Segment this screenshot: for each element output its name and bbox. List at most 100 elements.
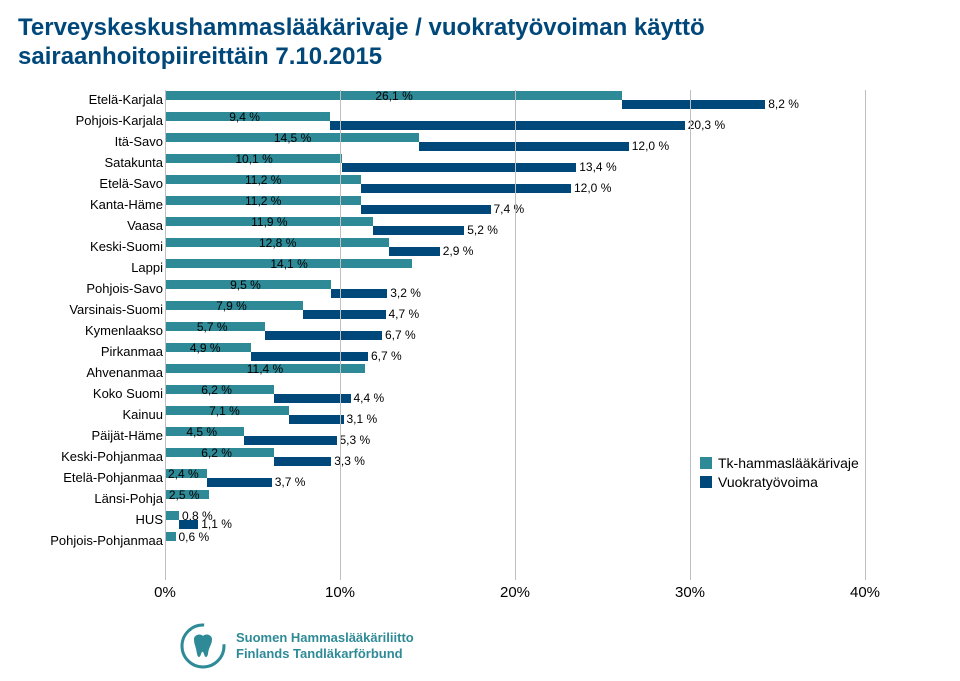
x-tick-label: 20% (500, 584, 530, 601)
bar-secondary (207, 478, 272, 487)
category-label: Länsi-Pohja (94, 491, 163, 506)
bar-value-primary: 9,5 % (230, 278, 261, 292)
legend-label-primary: Tk-hammaslääkärivaje (718, 455, 859, 471)
footer-line-2: Finlands Tandläkarförbund (236, 646, 403, 661)
logo-icon (180, 623, 226, 669)
bar-value-primary: 14,1 % (270, 257, 307, 271)
bar-value-primary: 11,2 % (245, 173, 281, 187)
bar-value-primary: 14,5 % (274, 131, 311, 145)
bar-value-secondary: 6,7 % (385, 328, 416, 342)
bar-value-primary: 10,1 % (235, 152, 272, 166)
category-label: Kymenlaakso (85, 323, 163, 338)
bar-secondary (289, 415, 343, 424)
footer-text: Suomen Hammaslääkäriliitto Finlands Tand… (236, 630, 414, 661)
category-label: Keski-Pohjanmaa (61, 449, 163, 464)
category-label: Varsinais-Suomi (69, 302, 163, 317)
footer-logo: Suomen Hammaslääkäriliitto Finlands Tand… (180, 623, 414, 669)
category-label: Keski-Suomi (90, 239, 163, 254)
bar-secondary (251, 352, 368, 361)
bar-secondary (361, 205, 491, 214)
bar-value-secondary: 2,9 % (443, 244, 474, 258)
grid-line (515, 90, 516, 580)
legend-item-primary: Tk-hammaslääkärivaje (700, 455, 859, 471)
legend: Tk-hammaslääkärivaje Vuokratyövoima (700, 452, 859, 493)
legend-item-secondary: Vuokratyövoima (700, 474, 859, 490)
bar-value-primary: 4,9 % (190, 341, 221, 355)
grid-line (690, 90, 691, 580)
bar-secondary (622, 100, 766, 109)
bar-value-secondary: 12,0 % (574, 181, 611, 195)
bar-value-primary: 11,4 % (247, 362, 283, 376)
bar-secondary (274, 394, 351, 403)
bar-value-primary: 6,2 % (201, 446, 232, 460)
legend-swatch-secondary (700, 476, 712, 488)
category-label: Satakunta (104, 155, 163, 170)
bar-secondary (419, 142, 629, 151)
bar-value-primary: 2,4 % (168, 467, 199, 481)
grid-line (340, 90, 341, 580)
x-tick-label: 10% (325, 584, 355, 601)
bar-value-secondary: 3,2 % (390, 286, 421, 300)
bar-secondary (373, 226, 464, 235)
category-label: Itä-Savo (115, 134, 163, 149)
bar-value-secondary: 6,7 % (371, 349, 402, 363)
bar-secondary (389, 247, 440, 256)
category-label: Etelä-Karjala (89, 92, 163, 107)
bar-value-secondary: 8,2 % (768, 97, 799, 111)
bar-value-secondary: 3,1 % (347, 412, 378, 426)
bar-value-primary: 5,7 % (197, 320, 228, 334)
legend-swatch-primary (700, 457, 712, 469)
bar-primary (165, 511, 179, 520)
x-tick-label: 0% (154, 584, 176, 601)
category-label: Etelä-Savo (99, 176, 163, 191)
bar-value-primary: 11,2 % (245, 194, 281, 208)
bar-value-primary: 9,4 % (229, 110, 260, 124)
category-label: Vaasa (127, 218, 163, 233)
bar-primary (165, 532, 176, 541)
category-label: Päijät-Häme (91, 428, 163, 443)
bar-value-secondary: 4,4 % (354, 391, 385, 405)
grid-line (865, 90, 866, 580)
category-label: Koko Suomi (93, 386, 163, 401)
title-line-1: Terveyskeskushammaslääkärivaje / vuokrat… (18, 14, 705, 41)
bar-value-secondary: 5,3 % (340, 433, 371, 447)
bar-secondary (274, 457, 332, 466)
bar-value-primary: 4,5 % (186, 425, 217, 439)
bar-value-secondary: 3,7 % (275, 475, 306, 489)
category-label: Etelä-Pohjanmaa (63, 470, 163, 485)
category-label: Pohjois-Savo (86, 281, 163, 296)
bar-value-primary: 12,8 % (259, 236, 296, 250)
bar-value-secondary: 13,4 % (579, 160, 616, 174)
bar-secondary (342, 163, 577, 172)
bar-value-secondary: 3,3 % (334, 454, 365, 468)
bar-secondary (244, 436, 337, 445)
category-label: Pirkanmaa (101, 344, 163, 359)
bar-value-secondary: 20,3 % (688, 118, 725, 132)
x-tick-label: 40% (850, 584, 880, 601)
bar-secondary (303, 310, 385, 319)
footer-line-1: Suomen Hammaslääkäriliitto (236, 630, 414, 645)
bar-value-primary: 7,1 % (209, 404, 240, 418)
chart-title: Terveyskeskushammaslääkärivaje / vuokrat… (0, 0, 960, 72)
bar-secondary (330, 121, 685, 130)
bar-secondary (265, 331, 382, 340)
bar-value-primary: 26,1 % (375, 89, 412, 103)
bar-value-secondary: 12,0 % (632, 139, 669, 153)
category-label: Kanta-Häme (90, 197, 163, 212)
bar-value-secondary: 4,7 % (389, 307, 420, 321)
title-line-2: sairaanhoitopiireittäin 7.10.2015 (18, 43, 382, 70)
grid-line (165, 90, 166, 580)
bar-value-secondary: 7,4 % (494, 202, 525, 216)
bar-value-secondary: 1,1 % (201, 517, 232, 531)
category-label: Kainuu (123, 407, 163, 422)
bar-secondary (361, 184, 571, 193)
category-label: HUS (136, 512, 163, 527)
bar-value-secondary: 5,2 % (467, 223, 498, 237)
bar-value-primary: 7,9 % (216, 299, 247, 313)
chart-plot-area: Etelä-Karjala26,1 %8,2 %Pohjois-Karjala9… (165, 90, 865, 590)
bar-secondary (179, 520, 198, 529)
category-label: Pohjois-Karjala (76, 113, 163, 128)
legend-label-secondary: Vuokratyövoima (718, 474, 818, 490)
category-label: Pohjois-Pohjanmaa (50, 533, 163, 548)
bar-value-primary: 6,2 % (201, 383, 232, 397)
